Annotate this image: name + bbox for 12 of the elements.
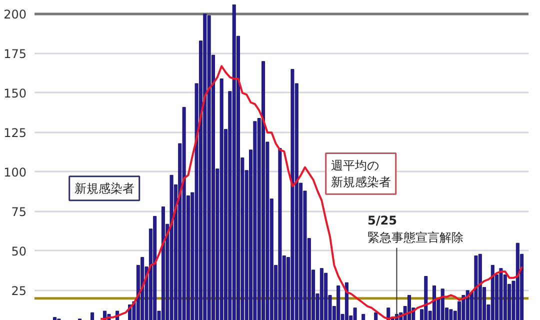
y-tick-label: 150 (4, 86, 26, 100)
annotation: 新規感染者 (74, 181, 134, 196)
y-tick-label: 75 (11, 204, 27, 219)
y-tick-label: 200 (4, 7, 26, 22)
y-tick-label: 100 (4, 165, 26, 180)
y-tick-label: 125 (4, 126, 26, 140)
annotation: 緊急事態宣言解除 (368, 230, 464, 245)
y-tick-label: 50 (11, 244, 27, 258)
annotation: 5/25 (368, 213, 397, 228)
y-tick-label: 175 (4, 46, 26, 61)
y-tick-label: 25 (11, 284, 27, 298)
annotation: 週平均の新規感染者 (330, 158, 391, 190)
